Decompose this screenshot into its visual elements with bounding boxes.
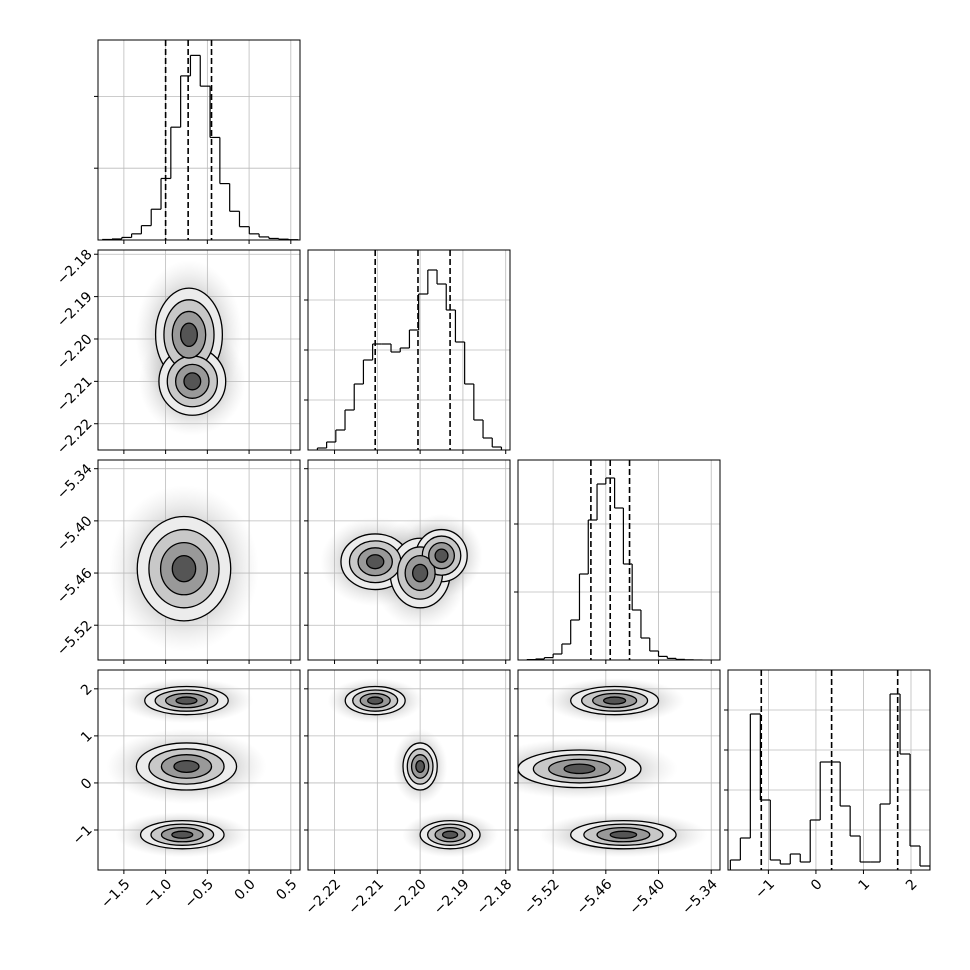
x-tick-label: −5.34 — [679, 876, 721, 918]
density — [109, 485, 259, 653]
panel-frame — [97, 459, 301, 661]
panel-frame — [97, 39, 301, 241]
y-tick-label: −1 — [70, 822, 96, 848]
y-tick-label: −5.34 — [54, 461, 96, 503]
contour — [609, 830, 638, 839]
panel-frame — [97, 669, 301, 871]
x-tick-label: −2.21 — [345, 876, 387, 918]
contour — [171, 555, 197, 583]
panel-frame — [307, 249, 511, 451]
contour — [183, 372, 202, 391]
density — [518, 678, 708, 858]
density — [320, 513, 483, 629]
x-tick-label: 0.5 — [273, 876, 300, 903]
panel-frame — [307, 669, 511, 871]
density — [135, 260, 246, 436]
density — [327, 678, 499, 858]
y-tick-label: −2.21 — [54, 374, 96, 416]
contour — [563, 763, 596, 775]
panel-frame — [97, 249, 301, 451]
panel-frame — [727, 669, 931, 871]
x-tick-label: −2.22 — [303, 876, 345, 918]
y-tick-label: 2 — [78, 681, 96, 699]
y-tick-label: −2.22 — [54, 416, 96, 458]
contour — [365, 554, 385, 570]
x-tick-label: −5.46 — [574, 876, 616, 918]
x-tick-label: −1 — [752, 876, 778, 902]
y-tick-label: −5.46 — [54, 565, 96, 607]
x-tick-label: −2.18 — [474, 876, 516, 918]
histogram — [316, 250, 503, 450]
x-tick-label: 1 — [855, 876, 873, 894]
contour — [434, 548, 449, 563]
x-tick-label: −1.0 — [140, 876, 175, 911]
x-tick-label: −1.5 — [98, 876, 133, 911]
y-tick-label: −5.52 — [54, 618, 96, 660]
x-tick-label: 0 — [808, 876, 826, 894]
x-tick-label: 2 — [903, 876, 921, 894]
x-tick-label: 0.0 — [232, 876, 259, 903]
contour — [411, 563, 429, 583]
contour — [175, 696, 198, 705]
density — [106, 678, 267, 858]
y-tick-label: −2.20 — [54, 331, 96, 373]
x-tick-label: −5.40 — [627, 876, 669, 918]
contour — [441, 830, 459, 839]
y-tick-label: 0 — [78, 775, 96, 793]
contour — [367, 696, 384, 705]
y-tick-label: −5.40 — [54, 513, 96, 555]
x-tick-label: −5.52 — [521, 876, 563, 918]
histogram — [729, 670, 930, 870]
histogram — [101, 40, 299, 240]
contour — [171, 830, 194, 839]
contour — [602, 696, 627, 705]
y-tick-label: 1 — [78, 728, 96, 746]
x-tick-label: −2.19 — [431, 876, 473, 918]
histogram — [526, 460, 703, 660]
y-tick-label: −2.18 — [54, 247, 96, 289]
contour — [173, 759, 200, 774]
contour — [415, 759, 426, 774]
panel-frame — [517, 669, 721, 871]
x-tick-label: −2.20 — [388, 876, 430, 918]
x-tick-label: −0.5 — [182, 876, 217, 911]
panel-frame — [307, 459, 511, 661]
y-tick-label: −2.19 — [54, 289, 96, 331]
contour — [179, 322, 198, 348]
panel-frame — [517, 459, 721, 661]
